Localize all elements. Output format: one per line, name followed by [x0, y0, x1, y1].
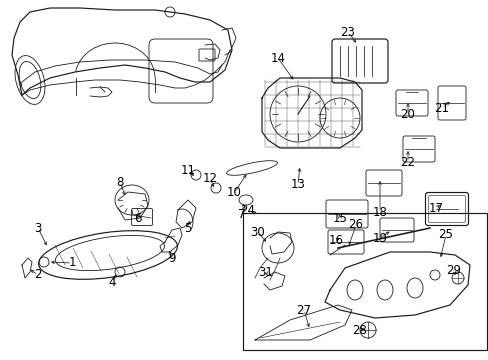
Text: 5: 5: [184, 221, 191, 234]
Text: 16: 16: [328, 234, 343, 247]
Text: 29: 29: [446, 264, 461, 276]
Text: 30: 30: [250, 225, 265, 238]
Text: 27: 27: [296, 303, 311, 316]
Text: 4: 4: [108, 275, 116, 288]
Text: 9: 9: [168, 252, 175, 265]
Text: 3: 3: [34, 221, 41, 234]
Text: 31: 31: [258, 266, 273, 279]
Text: 12: 12: [202, 171, 217, 184]
Text: 11: 11: [180, 163, 195, 176]
Text: 25: 25: [438, 229, 452, 242]
Text: 7: 7: [238, 207, 245, 220]
Text: 10: 10: [226, 186, 241, 199]
Bar: [243, 213, 486, 350]
Text: 20: 20: [400, 108, 415, 122]
Text: 6: 6: [134, 211, 142, 225]
Text: 21: 21: [434, 102, 448, 114]
Text: 28: 28: [352, 324, 366, 337]
Text: 17: 17: [427, 202, 443, 215]
Text: 18: 18: [372, 206, 386, 219]
Text: 22: 22: [400, 156, 415, 168]
Text: 13: 13: [290, 179, 305, 192]
Text: 14: 14: [270, 51, 285, 64]
Text: 15: 15: [332, 211, 347, 225]
Text: 8: 8: [116, 175, 123, 189]
Text: 23: 23: [340, 26, 355, 39]
Text: 24: 24: [240, 203, 255, 216]
Text: 19: 19: [372, 231, 386, 244]
Text: 26: 26: [348, 219, 363, 231]
Text: 1: 1: [68, 256, 76, 270]
Text: 2: 2: [34, 269, 41, 282]
